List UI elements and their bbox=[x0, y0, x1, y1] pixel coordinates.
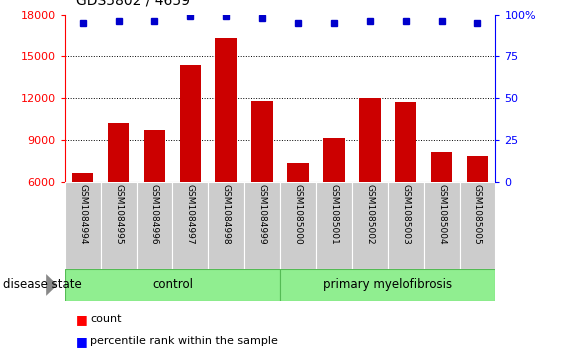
Text: GSM1085004: GSM1085004 bbox=[437, 184, 446, 245]
Text: disease state: disease state bbox=[3, 278, 82, 291]
Bar bbox=[65, 182, 101, 269]
Text: GSM1085002: GSM1085002 bbox=[365, 184, 374, 245]
Bar bbox=[108, 123, 129, 182]
Bar bbox=[208, 182, 244, 269]
Bar bbox=[172, 182, 208, 269]
Text: GSM1085000: GSM1085000 bbox=[293, 184, 302, 245]
Text: ■: ■ bbox=[76, 313, 88, 326]
Text: percentile rank within the sample: percentile rank within the sample bbox=[90, 336, 278, 346]
Bar bbox=[459, 182, 495, 269]
Text: control: control bbox=[152, 278, 193, 291]
Bar bbox=[251, 101, 273, 182]
Text: GSM1085005: GSM1085005 bbox=[473, 184, 482, 245]
Bar bbox=[216, 38, 237, 182]
Text: GSM1084996: GSM1084996 bbox=[150, 184, 159, 245]
Bar bbox=[72, 173, 93, 182]
Bar bbox=[137, 182, 172, 269]
Bar bbox=[395, 102, 417, 182]
Text: GSM1085001: GSM1085001 bbox=[329, 184, 338, 245]
Bar bbox=[280, 269, 495, 301]
Bar bbox=[467, 156, 488, 182]
Bar bbox=[424, 182, 459, 269]
Text: GSM1084995: GSM1084995 bbox=[114, 184, 123, 245]
Text: GSM1085003: GSM1085003 bbox=[401, 184, 410, 245]
Text: GSM1084999: GSM1084999 bbox=[258, 184, 267, 245]
Bar bbox=[244, 182, 280, 269]
Bar bbox=[388, 182, 424, 269]
Bar bbox=[316, 182, 352, 269]
Text: GSM1084998: GSM1084998 bbox=[222, 184, 231, 245]
Text: primary myelofibrosis: primary myelofibrosis bbox=[323, 278, 452, 291]
Text: GSM1084997: GSM1084997 bbox=[186, 184, 195, 245]
Bar bbox=[287, 163, 309, 182]
Bar bbox=[359, 98, 381, 182]
Bar bbox=[101, 182, 137, 269]
Polygon shape bbox=[46, 274, 57, 296]
Bar bbox=[144, 130, 166, 182]
Bar bbox=[352, 182, 388, 269]
Text: GDS5802 / 4659: GDS5802 / 4659 bbox=[76, 0, 190, 7]
Bar bbox=[180, 65, 201, 182]
Bar bbox=[323, 138, 345, 182]
Text: ■: ■ bbox=[76, 335, 88, 348]
Text: count: count bbox=[90, 314, 122, 325]
Bar bbox=[280, 182, 316, 269]
Bar bbox=[431, 152, 452, 182]
Text: GSM1084994: GSM1084994 bbox=[78, 184, 87, 245]
Bar bbox=[65, 269, 280, 301]
